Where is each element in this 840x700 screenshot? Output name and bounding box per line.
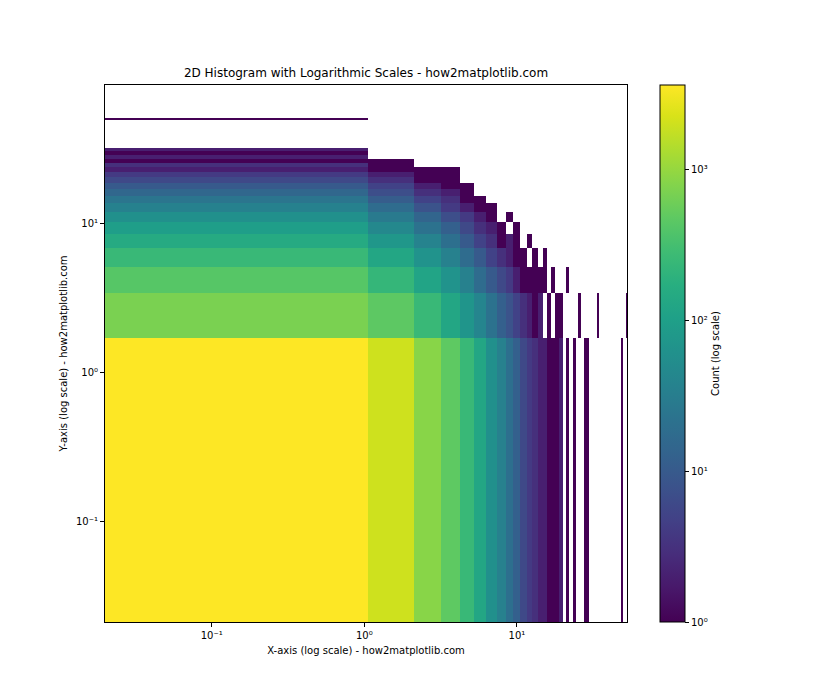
svg-text:Y-axis (log scale) - how2matpl: Y-axis (log scale) - how2matplotlib.com [58,255,69,452]
svg-text:10¹: 10¹ [81,218,98,229]
svg-text:10⁰: 10⁰ [691,617,708,628]
svg-text:10¹: 10¹ [509,630,526,641]
svg-text:10¹: 10¹ [691,466,708,477]
svg-text:10⁰: 10⁰ [81,367,98,378]
svg-text:2D Histogram with Logarithmic: 2D Histogram with Logarithmic Scales - h… [184,66,548,80]
svg-text:10²: 10² [691,315,708,326]
svg-text:10³: 10³ [691,164,708,175]
svg-text:10⁻¹: 10⁻¹ [76,516,98,527]
svg-text:10⁻¹: 10⁻¹ [201,630,223,641]
svg-text:X-axis (log scale) - how2matpl: X-axis (log scale) - how2matplotlib.com [267,645,465,656]
svg-text:10⁰: 10⁰ [356,630,373,641]
svg-text:Count (log scale): Count (log scale) [710,311,721,396]
